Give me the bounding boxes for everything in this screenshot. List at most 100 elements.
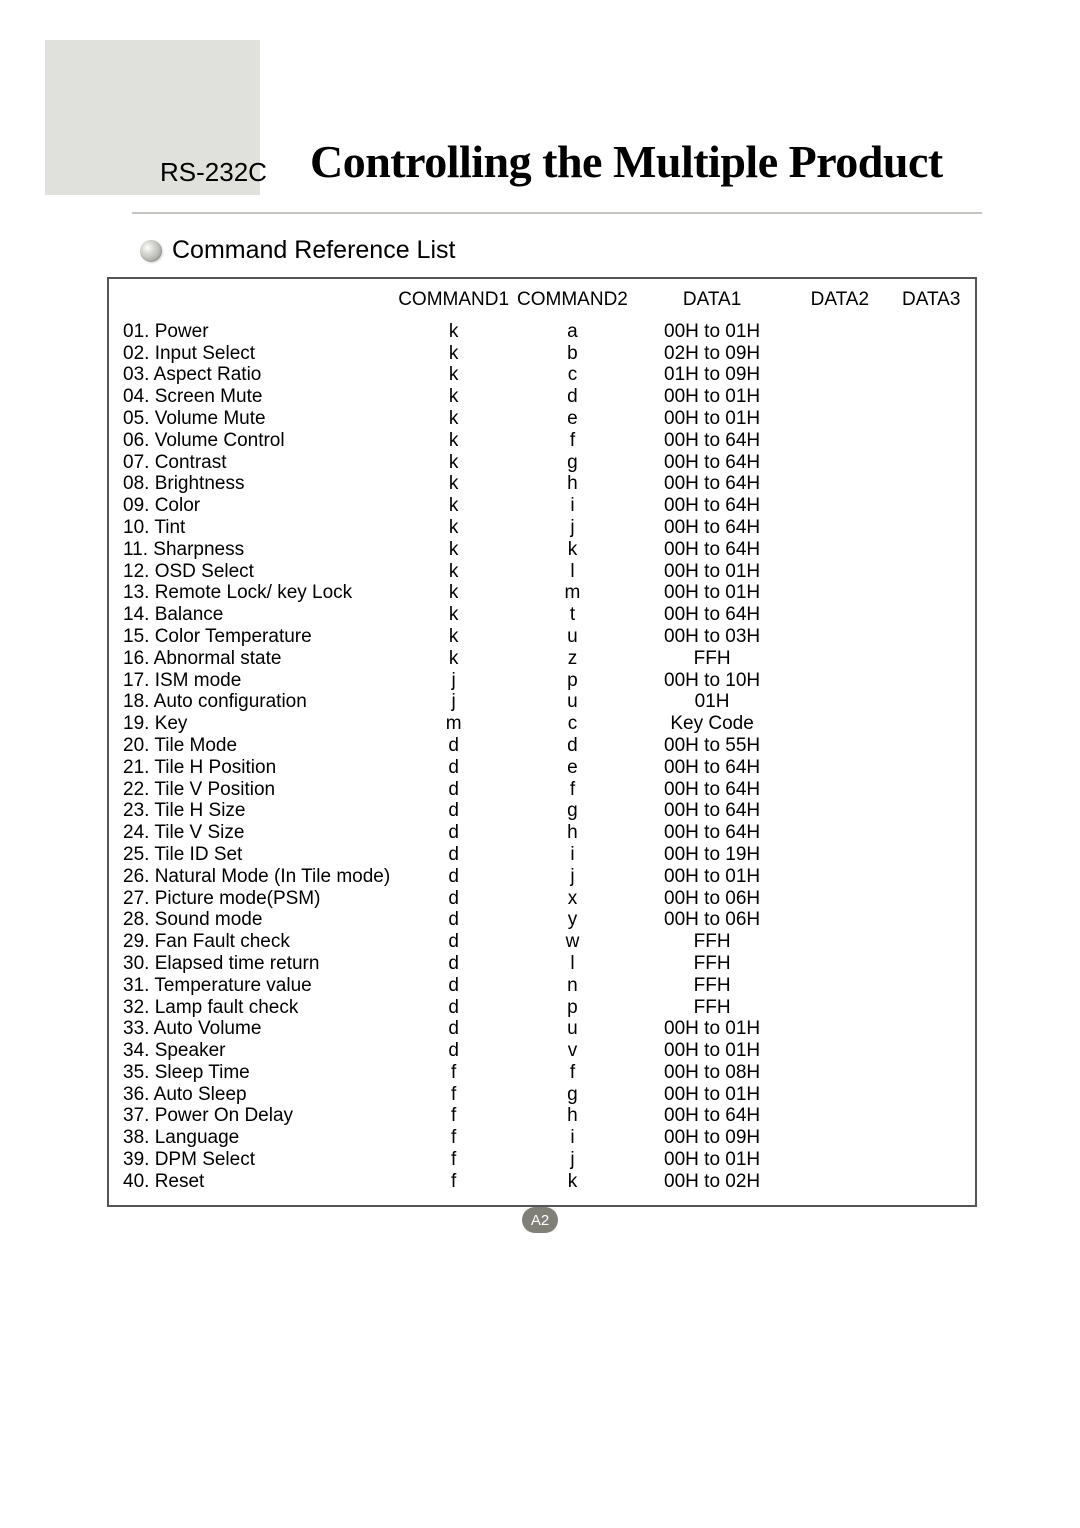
cell-name: 17. ISM mode: [109, 670, 394, 692]
cell-data3: [887, 691, 975, 713]
cell-name: 22. Tile V Position: [109, 779, 394, 801]
cell-data3: [887, 582, 975, 604]
cell-command2: z: [513, 648, 632, 670]
document-page: RS-232C Controlling the Multiple Product…: [0, 0, 1080, 1528]
cell-data2: [792, 1105, 887, 1127]
cell-command2: h: [513, 473, 632, 495]
cell-command2: u: [513, 626, 632, 648]
cell-command2: y: [513, 909, 632, 931]
cell-command2: i: [513, 495, 632, 517]
cell-name: 27. Picture mode(PSM): [109, 888, 394, 910]
cell-name: 28. Sound mode: [109, 909, 394, 931]
column-header-data3: DATA3: [887, 289, 975, 321]
cell-command2: h: [513, 1105, 632, 1127]
cell-data1: 00H to 64H: [632, 430, 792, 452]
cell-data3: [887, 888, 975, 910]
cell-command1: k: [394, 473, 513, 495]
cell-data1: FFH: [632, 931, 792, 953]
cell-data1: FFH: [632, 975, 792, 997]
cell-data2: [792, 1040, 887, 1062]
cell-data3: [887, 1062, 975, 1084]
cell-data3: [887, 779, 975, 801]
bullet-icon: [140, 240, 162, 262]
cell-data3: [887, 1040, 975, 1062]
cell-name: 29. Fan Fault check: [109, 931, 394, 953]
table-row: 39. DPM Selectfj00H to 01H: [109, 1149, 975, 1171]
cell-command1: f: [394, 1127, 513, 1149]
cell-command1: d: [394, 822, 513, 844]
cell-data2: [792, 343, 887, 365]
cell-data2: [792, 997, 887, 1019]
cell-data3: [887, 626, 975, 648]
cell-data3: [887, 800, 975, 822]
cell-name: 25. Tile ID Set: [109, 844, 394, 866]
cell-data3: [887, 1105, 975, 1127]
cell-command1: d: [394, 888, 513, 910]
cell-data2: [792, 953, 887, 975]
cell-command1: k: [394, 561, 513, 583]
column-header-data1: DATA1: [632, 289, 792, 321]
page-header: RS-232C Controlling the Multiple Product: [100, 135, 1000, 210]
cell-data3: [887, 517, 975, 539]
table-row: 08. Brightnesskh00H to 64H: [109, 473, 975, 495]
page-title: Controlling the Multiple Product: [310, 135, 943, 188]
cell-data2: [792, 691, 887, 713]
cell-data1: 00H to 64H: [632, 1105, 792, 1127]
cell-name: 36. Auto Sleep: [109, 1084, 394, 1106]
cell-command2: f: [513, 779, 632, 801]
cell-command1: m: [394, 713, 513, 735]
cell-command2: h: [513, 822, 632, 844]
table-row: 27. Picture mode(PSM)dx00H to 06H: [109, 888, 975, 910]
cell-data1: 00H to 01H: [632, 866, 792, 888]
cell-data2: [792, 561, 887, 583]
cell-data3: [887, 1018, 975, 1040]
table-row: 31. Temperature valuednFFH: [109, 975, 975, 997]
cell-name: 26. Natural Mode (In Tile mode): [109, 866, 394, 888]
cell-name: 19. Key: [109, 713, 394, 735]
cell-command2: n: [513, 975, 632, 997]
cell-command1: k: [394, 495, 513, 517]
cell-command1: f: [394, 1062, 513, 1084]
cell-command2: p: [513, 670, 632, 692]
cell-data2: [792, 1127, 887, 1149]
cell-command1: d: [394, 975, 513, 997]
cell-data1: 00H to 06H: [632, 909, 792, 931]
cell-data2: [792, 844, 887, 866]
cell-command2: f: [513, 430, 632, 452]
page-number: A2: [531, 1212, 549, 1229]
cell-command1: d: [394, 779, 513, 801]
cell-data3: [887, 670, 975, 692]
section-title: Command Reference List: [172, 236, 455, 265]
cell-name: 16. Abnormal state: [109, 648, 394, 670]
table-row: 12. OSD Selectkl00H to 01H: [109, 561, 975, 583]
table-row: 07. Contrastkg00H to 64H: [109, 452, 975, 474]
cell-command2: d: [513, 386, 632, 408]
cell-data1: 00H to 01H: [632, 1084, 792, 1106]
cell-command1: k: [394, 408, 513, 430]
cell-data1: 00H to 64H: [632, 495, 792, 517]
cell-data2: [792, 822, 887, 844]
cell-data3: [887, 757, 975, 779]
cell-data2: [792, 582, 887, 604]
cell-name: 21. Tile H Position: [109, 757, 394, 779]
cell-command1: d: [394, 1018, 513, 1040]
cell-name: 20. Tile Mode: [109, 735, 394, 757]
cell-data2: [792, 757, 887, 779]
cell-command1: f: [394, 1084, 513, 1106]
table-row: 40. Resetfk00H to 02H: [109, 1171, 975, 1193]
table-row: 03. Aspect Ratiokc01H to 09H: [109, 364, 975, 386]
cell-command2: g: [513, 452, 632, 474]
cell-data3: [887, 822, 975, 844]
page-number-badge: A2: [522, 1207, 558, 1233]
cell-command2: t: [513, 604, 632, 626]
cell-name: 14. Balance: [109, 604, 394, 626]
cell-data2: [792, 452, 887, 474]
cell-command1: k: [394, 604, 513, 626]
table-row: 13. Remote Lock/ key Lockkm00H to 01H: [109, 582, 975, 604]
table-row: 32. Lamp fault checkdpFFH: [109, 997, 975, 1019]
cell-command2: j: [513, 517, 632, 539]
cell-name: 02. Input Select: [109, 343, 394, 365]
command-reference-table: COMMAND1 COMMAND2 DATA1 DATA2 DATA3 01. …: [109, 289, 975, 1193]
cell-data1: 00H to 64H: [632, 822, 792, 844]
cell-data1: 00H to 10H: [632, 670, 792, 692]
